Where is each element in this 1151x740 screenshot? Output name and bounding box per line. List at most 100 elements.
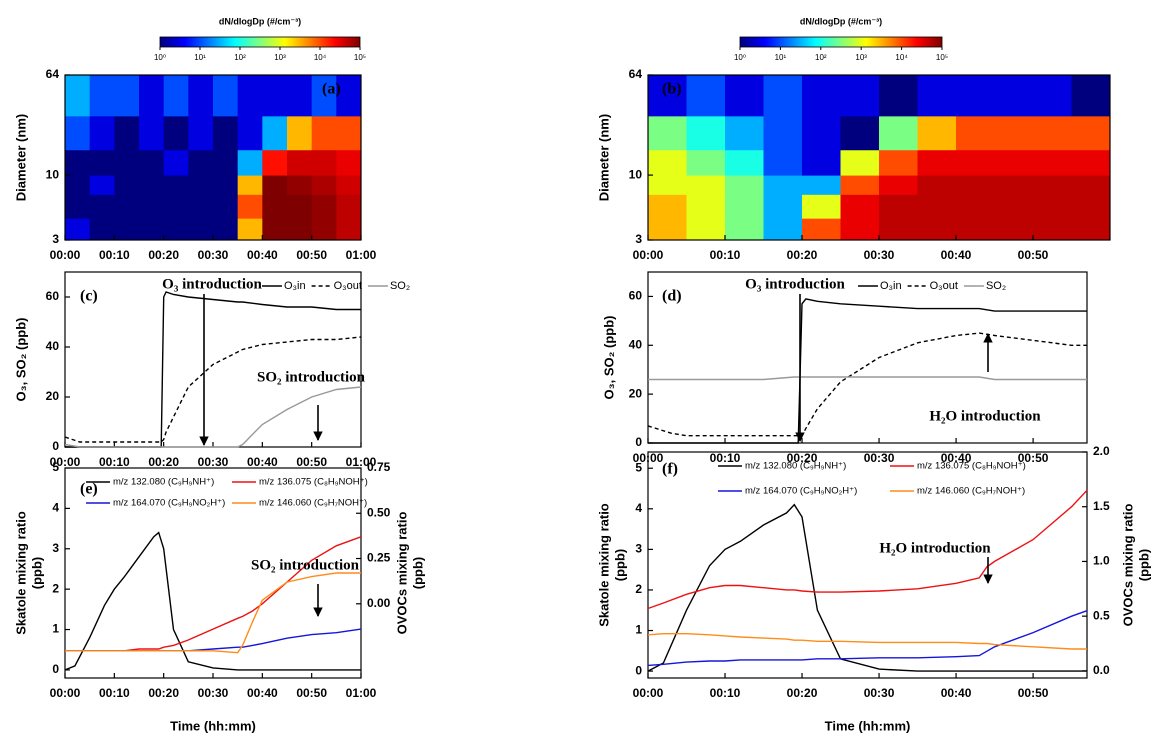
colorbar-tick-label: 10⁵	[354, 53, 366, 62]
heatmap-cell	[994, 75, 1034, 117]
heatmap-cell	[188, 194, 214, 219]
plot-frame	[64, 271, 362, 448]
heatmap-cell	[956, 218, 995, 241]
heatmap-cell	[114, 194, 140, 219]
colorbar-title: dN/dlogDp (#/cm⁻³)	[219, 16, 301, 26]
x-tick-label: 00:10	[99, 686, 130, 700]
heatmap-cell	[686, 218, 726, 241]
heatmap-cell	[917, 149, 957, 176]
x-tick-label: 00:10	[710, 686, 741, 700]
x-tick-label: 00:40	[247, 248, 278, 262]
heatmap-cell	[139, 115, 165, 151]
colorbar-tick-label: 10¹	[194, 53, 206, 62]
heatmap-cell	[336, 194, 362, 219]
heatmap-cell	[213, 115, 239, 151]
heatmap-cell	[114, 175, 140, 195]
legend-label: m/z 136.075 (C₈H₉NOH⁺)	[917, 461, 1026, 472]
x-tick-label: 00:00	[50, 686, 81, 700]
x-tick-label: 00:10	[710, 248, 741, 262]
y-tick-label: 2	[635, 582, 642, 596]
annotation: SO₂ introduction	[251, 557, 360, 573]
annotation: H₂O introduction	[879, 540, 991, 556]
x-tick-label: 00:10	[99, 248, 130, 262]
colorbar-tick-label: 10⁴	[895, 53, 908, 62]
heatmap-cell	[917, 194, 957, 219]
heatmap-cell	[188, 218, 214, 241]
heatmap-cell	[686, 194, 726, 219]
legend-label: m/z 146.060 (C₉H₇NOH⁺)	[259, 498, 367, 509]
heatmap-cell	[956, 75, 995, 117]
legend-label: O₃in	[284, 280, 306, 292]
heatmap-cell	[139, 175, 165, 195]
legend-label: SO₂	[390, 280, 410, 292]
heatmap-cell	[237, 115, 263, 151]
heatmap-cell	[163, 149, 189, 176]
x-tick-label: 00:30	[864, 248, 895, 262]
heatmap-cell	[237, 218, 263, 241]
x-tick-label: 01:00	[346, 248, 377, 262]
heatmap-cell	[65, 194, 91, 219]
heatmap-cell	[1033, 75, 1072, 117]
y2-axis-title: OVOCs mixing ratio	[1120, 504, 1135, 627]
series-line	[64, 386, 362, 448]
heatmap-cell	[213, 75, 239, 117]
x-tick-label: 00:40	[247, 455, 278, 469]
y2-tick-label: 1.0	[1093, 554, 1110, 568]
heatmap-cell	[648, 149, 687, 176]
x-tick-label: 00:20	[148, 248, 179, 262]
colorbar-tick-label: 10³	[274, 53, 286, 62]
heatmap-cell	[917, 75, 957, 117]
heatmap-cell	[917, 218, 957, 241]
colorbar-title: dN/dlogDp (#/cm⁻³)	[800, 16, 882, 26]
y-tick-label: 3	[635, 232, 642, 246]
x-tick-label: 00:10	[99, 455, 130, 469]
legend-label: O₃out	[930, 280, 958, 292]
heatmap-cell	[311, 75, 337, 117]
heatmap-cell	[311, 218, 337, 241]
heatmap-cell	[879, 115, 918, 151]
heatmap-cell	[1033, 218, 1072, 241]
heatmap-cell	[336, 218, 362, 241]
heatmap-cell	[163, 194, 189, 219]
heatmap-cell	[994, 218, 1034, 241]
colorbar-tick-label: 10²	[234, 53, 246, 62]
series-line	[648, 298, 1087, 444]
y-tick-label: 64	[46, 67, 60, 81]
heatmap-cell	[262, 218, 288, 241]
heatmap-cell	[139, 149, 165, 176]
heatmap-cell	[956, 115, 995, 151]
heatmap-cell	[956, 175, 995, 195]
heatmap-cell	[311, 149, 337, 176]
heatmap-cell	[879, 175, 918, 195]
x-tick-label: 00:50	[296, 248, 327, 262]
heatmap-cell	[686, 115, 726, 151]
heatmap-cell	[802, 175, 841, 195]
y-tick-label: 1	[52, 622, 59, 636]
heatmap-cell	[956, 149, 995, 176]
y-tick-label: 5	[635, 460, 642, 474]
heatmap-cell	[188, 175, 214, 195]
series-line	[647, 489, 1088, 610]
x-tick-label: 00:40	[941, 686, 972, 700]
x-tick-label: 00:00	[633, 248, 664, 262]
heatmap-cell	[336, 115, 362, 151]
x-tick-label: 01:00	[346, 686, 377, 700]
y2-tick-label: 1.5	[1093, 499, 1110, 513]
x-tick-label: 00:50	[296, 686, 327, 700]
heatmap-cell	[163, 175, 189, 195]
heatmap-cell	[725, 194, 764, 219]
heatmap-cell	[89, 218, 115, 241]
heatmap-cell	[89, 149, 115, 176]
annotation: H₂O introduction	[929, 408, 1041, 424]
y-axis-title: (ppb)	[29, 557, 44, 589]
heatmap-cell	[648, 218, 687, 241]
y-axis-title: O₃, SO₂ (ppb)	[601, 316, 616, 400]
heatmap-cell	[287, 149, 313, 176]
heatmap-cell	[994, 149, 1034, 176]
heatmap-cell	[648, 75, 687, 117]
heatmap-cell	[262, 115, 288, 151]
heatmap-cell	[725, 175, 764, 195]
x-tick-label: 00:30	[864, 686, 895, 700]
y2-tick-label: 0.5	[1093, 608, 1110, 622]
heatmap-cell	[840, 218, 880, 241]
